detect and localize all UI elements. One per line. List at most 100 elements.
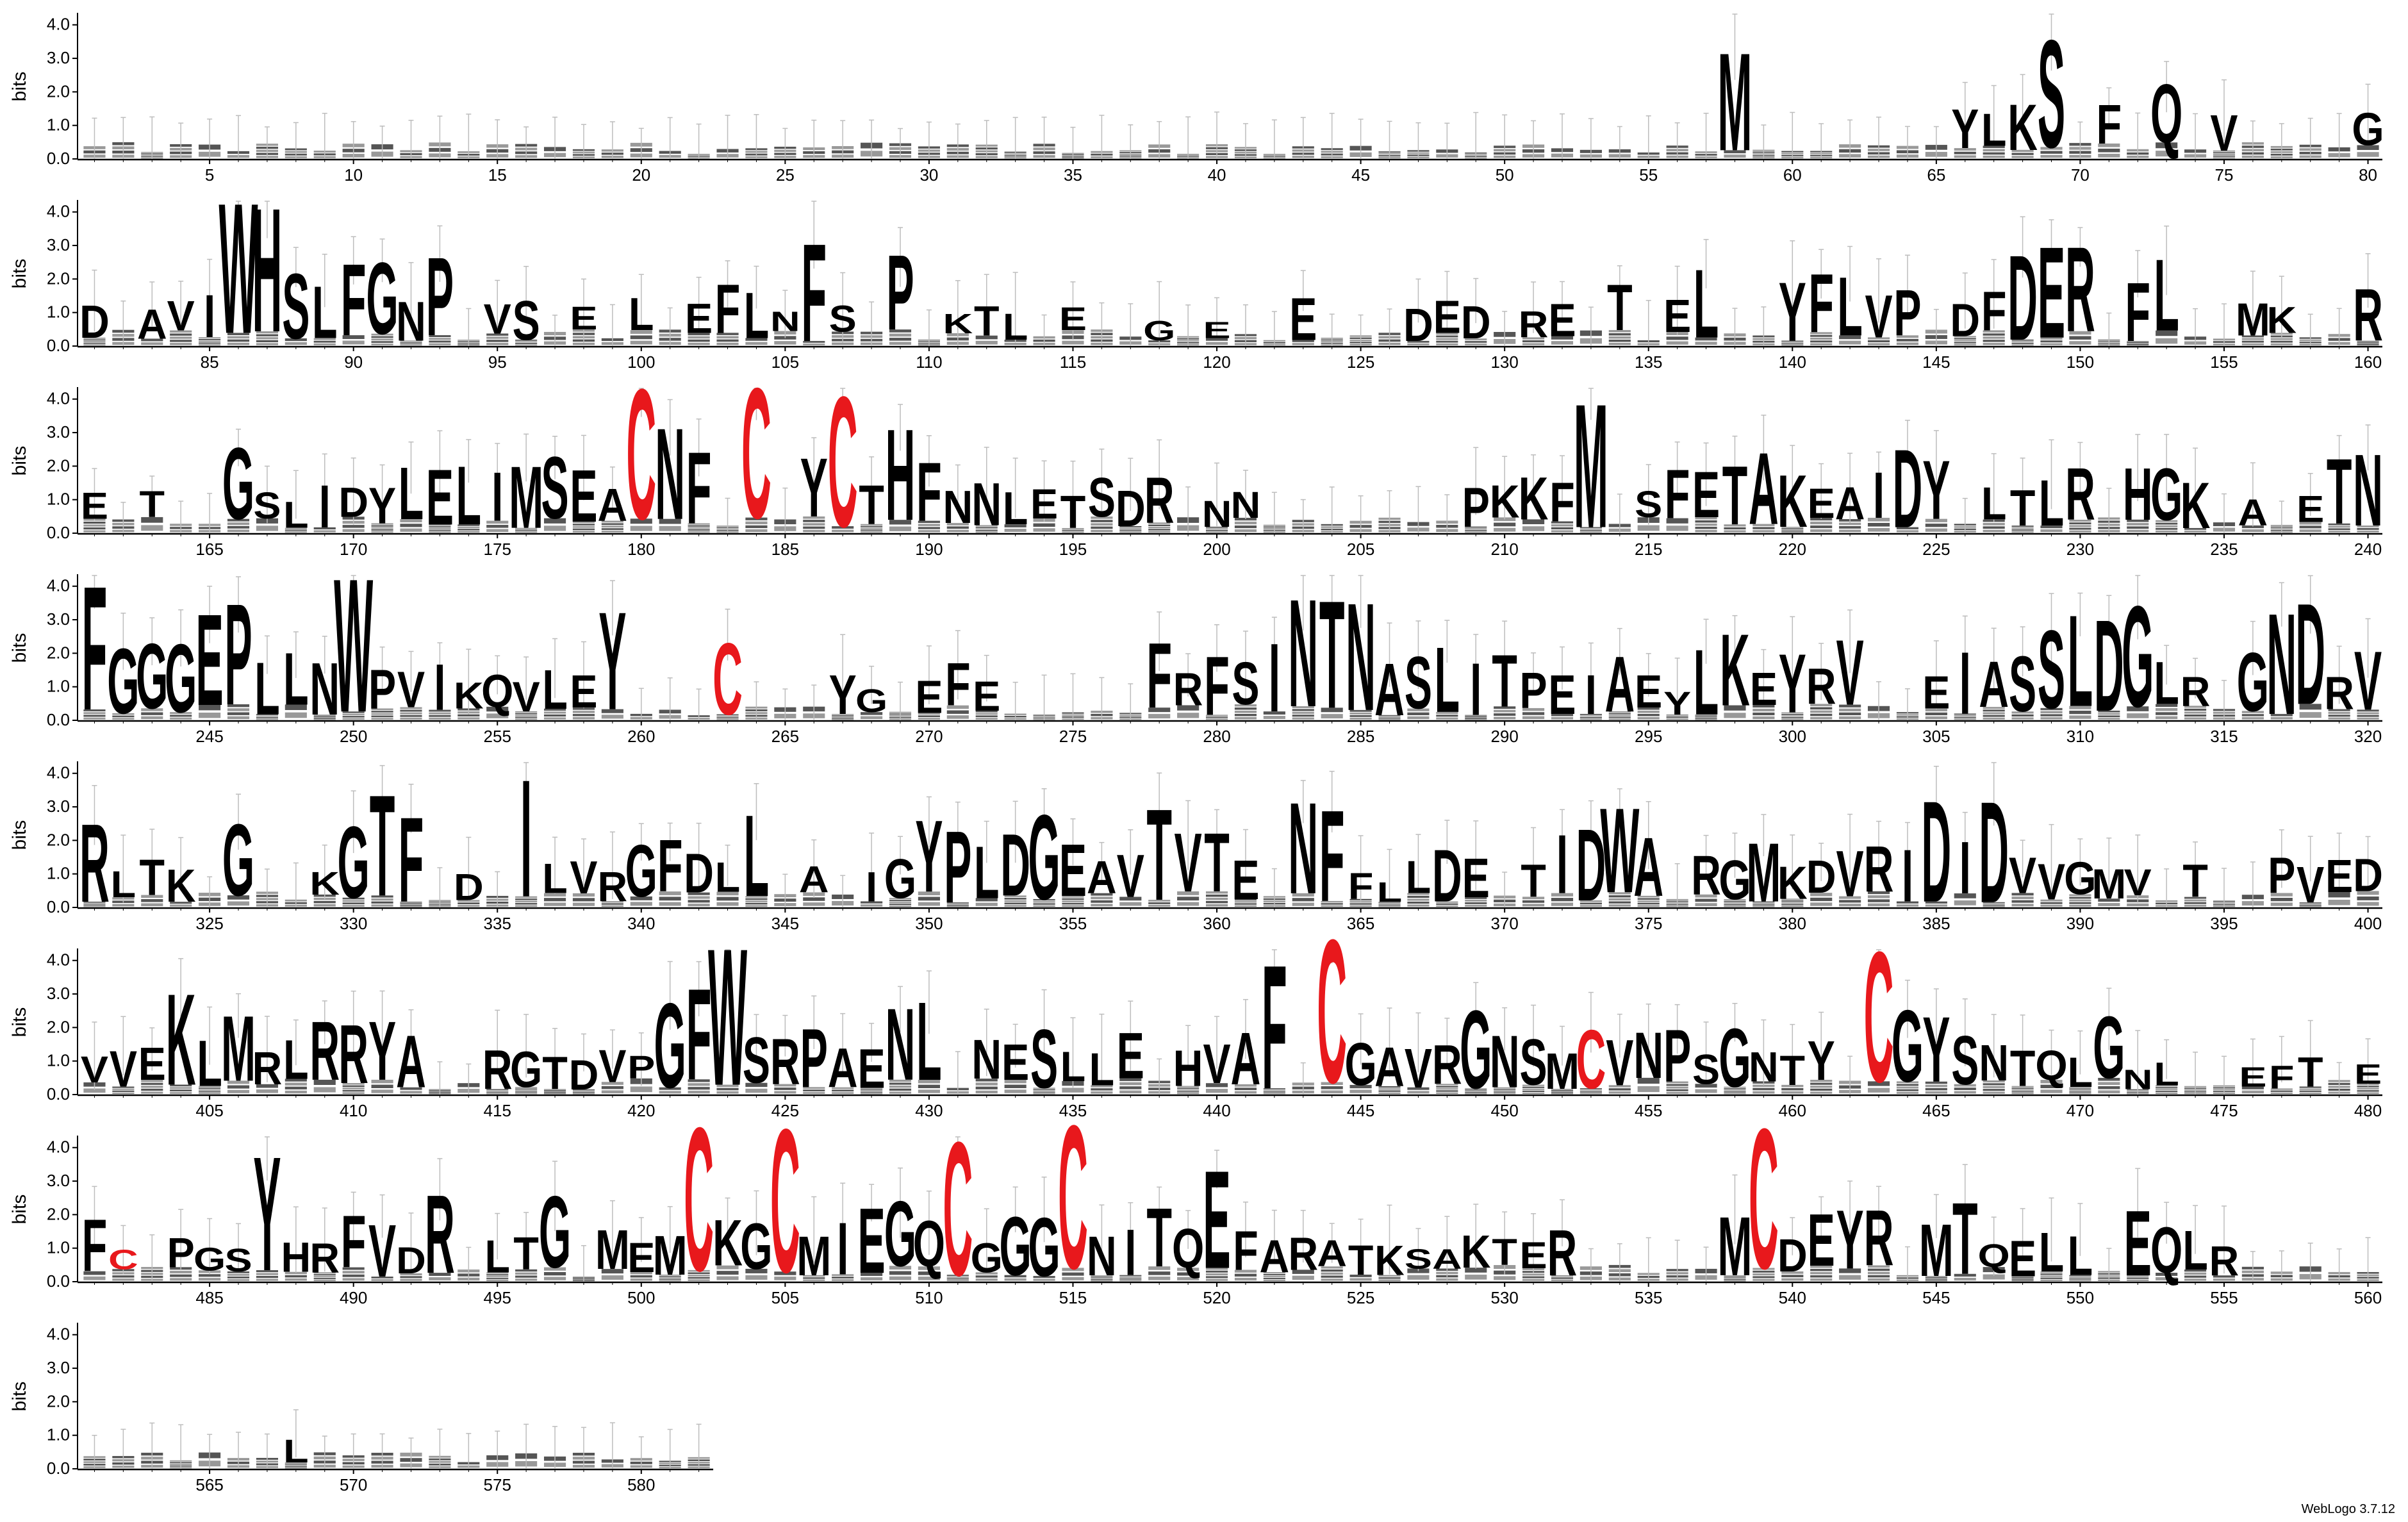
logo-letter-P-pos246: P bbox=[224, 574, 252, 735]
minor-letter bbox=[2040, 711, 2063, 713]
minor-letter bbox=[2357, 709, 2379, 712]
minor-letter bbox=[1033, 1278, 1055, 1281]
logo-letter-G-pos445: G bbox=[1344, 1031, 1376, 1098]
minor-letter bbox=[1407, 1275, 1430, 1280]
minor-letter bbox=[2011, 153, 2034, 155]
minor-letter bbox=[486, 1280, 509, 1282]
minor-letter bbox=[83, 717, 106, 720]
minor-letter bbox=[1983, 1091, 2005, 1094]
minor-letter bbox=[1177, 1093, 1200, 1095]
minor-letter bbox=[2127, 1275, 2149, 1277]
minor-letter bbox=[2040, 1275, 2063, 1277]
y-tick-label: 3.0 bbox=[47, 422, 70, 442]
x-tick-label: 30 bbox=[919, 165, 938, 185]
minor-letter bbox=[918, 1080, 940, 1084]
minor-letter bbox=[1637, 900, 1660, 902]
minor-letter bbox=[861, 524, 883, 525]
minor-letter bbox=[2069, 715, 2091, 719]
y-tick-label: 2.0 bbox=[47, 1017, 70, 1036]
logo-letter-M-pos545: M bbox=[1919, 1209, 1954, 1292]
logo-letter-Y-pos259: Y bbox=[598, 583, 626, 740]
logo-letter-V-pos388: V bbox=[2009, 847, 2036, 904]
minor-letter bbox=[429, 1273, 451, 1276]
logo-letter-L-pos229: L bbox=[2039, 467, 2064, 540]
minor-letter bbox=[342, 1274, 365, 1277]
logo-letter-G-pos514: G bbox=[1028, 1200, 1060, 1294]
minor-letter bbox=[832, 1092, 854, 1094]
minor-letter bbox=[1119, 529, 1142, 531]
minor-letter bbox=[342, 525, 365, 528]
minor-letter bbox=[918, 715, 940, 718]
minor-letter bbox=[1579, 902, 1602, 905]
minor-letter bbox=[543, 711, 566, 714]
minor-letter bbox=[1263, 1091, 1285, 1093]
minor-letter bbox=[313, 1276, 336, 1278]
minor-letter bbox=[313, 1087, 336, 1093]
x-tick-label: 280 bbox=[1203, 727, 1230, 746]
minor-letter bbox=[2156, 151, 2178, 157]
logo-letter-L-pos366: L bbox=[1377, 877, 1402, 908]
minor-letter bbox=[1579, 900, 1602, 902]
logo-letter-G-pos330: G bbox=[338, 806, 370, 920]
minor-letter bbox=[486, 1278, 509, 1280]
minor-letter bbox=[1724, 1278, 1746, 1280]
minor-letter bbox=[1465, 715, 1487, 716]
minor-letter bbox=[1407, 708, 1430, 711]
minor-letter bbox=[256, 331, 278, 334]
logo-letter-R-pos407: R bbox=[252, 1042, 283, 1094]
minor-letter bbox=[400, 1087, 422, 1090]
logo-letter-M-pos452: M bbox=[1545, 1043, 1579, 1100]
minor-letter bbox=[1724, 530, 1746, 533]
logo-letter-F-pos278: F bbox=[1146, 623, 1171, 727]
logo-letter-T-pos518: T bbox=[1146, 1191, 1171, 1284]
logo-letter-G-pos504: G bbox=[740, 1211, 772, 1283]
minor-letter bbox=[1033, 1091, 1055, 1093]
minor-letter bbox=[1839, 900, 1861, 903]
logo-letter-F-pos71: F bbox=[2097, 94, 2122, 156]
minor-letter bbox=[256, 343, 278, 345]
logo-letter-C-pos482: C bbox=[108, 1244, 138, 1275]
logo-letter-Y-pos300: Y bbox=[1779, 637, 1806, 731]
minor-letter bbox=[2011, 1093, 2034, 1095]
minor-letter bbox=[630, 1272, 652, 1275]
minor-letter bbox=[1091, 529, 1113, 533]
logo-letter-S-pos434: S bbox=[1030, 1012, 1058, 1105]
minor-letter bbox=[1263, 1272, 1285, 1274]
minor-letter bbox=[1177, 1272, 1200, 1276]
minor-letter bbox=[1494, 1091, 1516, 1093]
minor-letter bbox=[170, 717, 192, 720]
minor-letter bbox=[141, 899, 163, 902]
x-tick-label: 90 bbox=[344, 352, 363, 372]
minor-letter bbox=[889, 338, 912, 341]
y-tick-label: 4.0 bbox=[47, 576, 70, 595]
minor-letter bbox=[1579, 1088, 1602, 1089]
minor-letter bbox=[1436, 343, 1458, 345]
minor-letter bbox=[1983, 529, 2005, 533]
minor-letter bbox=[1724, 705, 1746, 711]
minor-letter bbox=[2299, 522, 2321, 525]
minor-letter bbox=[1004, 529, 1027, 532]
x-tick-label: 210 bbox=[1490, 540, 1518, 559]
minor-letter bbox=[1234, 714, 1257, 716]
minor-letter bbox=[141, 716, 163, 720]
minor-letter bbox=[342, 335, 365, 340]
logo-letter-T-pos323: T bbox=[140, 849, 165, 906]
minor-letter bbox=[659, 525, 681, 531]
minor-letter bbox=[2270, 1092, 2293, 1095]
x-tick-label: 450 bbox=[1490, 1101, 1518, 1120]
logo-letter-A-pos412: A bbox=[396, 1020, 426, 1104]
minor-letter bbox=[256, 714, 278, 715]
logo-letter-D-pos418: D bbox=[569, 1052, 599, 1098]
y-tick-label: 4.0 bbox=[47, 763, 70, 782]
minor-letter bbox=[1177, 897, 1200, 901]
minor-letter bbox=[2156, 716, 2178, 720]
minor-letter bbox=[1724, 1280, 1746, 1282]
minor-letter bbox=[2156, 522, 2178, 525]
minor-letter bbox=[946, 1276, 969, 1278]
minor-letter bbox=[112, 1088, 135, 1090]
minor-letter bbox=[285, 531, 307, 533]
minor-letter bbox=[832, 529, 854, 533]
minor-letter bbox=[1119, 1078, 1142, 1081]
logo-letter-T-pos360: T bbox=[1204, 816, 1229, 909]
x-tick-label: 85 bbox=[201, 352, 219, 372]
